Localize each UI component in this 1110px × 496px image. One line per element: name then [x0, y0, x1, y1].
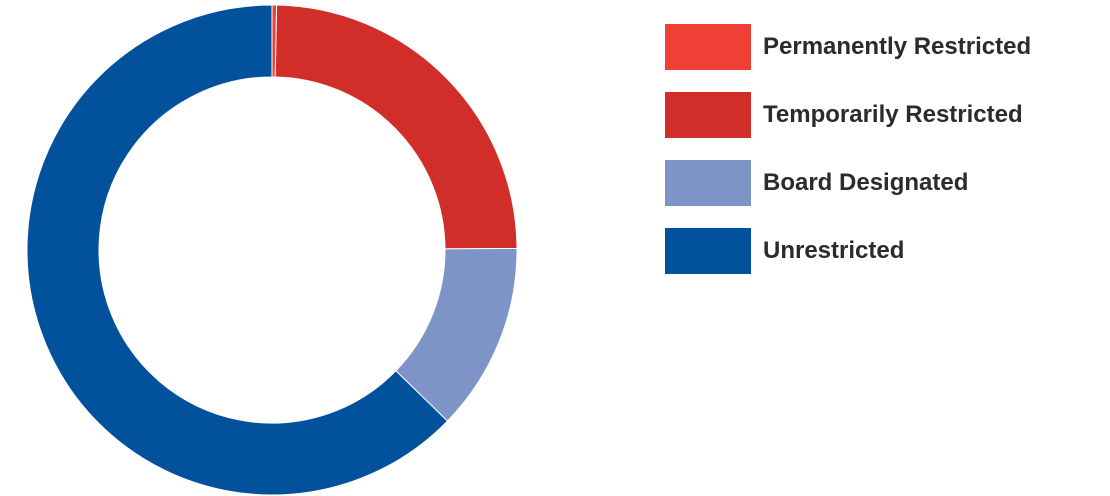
- slice-temporarily-restricted: [274, 4, 518, 250]
- legend-label-unrestricted: Unrestricted: [763, 237, 905, 264]
- legend-item-permanently-restricted: Permanently Restricted: [665, 24, 1031, 70]
- legend-label-permanently-restricted: Permanently Restricted: [763, 33, 1032, 60]
- legend-label-temporarily-restricted: Temporarily Restricted: [763, 101, 1023, 128]
- legend-label-board-designated: Board Designated: [763, 169, 969, 196]
- legend-swatch-board-designated: [665, 160, 751, 206]
- legend-item-board-designated: Board Designated: [665, 160, 1031, 206]
- slice-unrestricted: [26, 4, 449, 496]
- legend-swatch-permanently-restricted: [665, 24, 751, 70]
- donut-chart: [26, 4, 518, 496]
- legend-item-unrestricted: Unrestricted: [665, 228, 1031, 274]
- legend-swatch-temporarily-restricted: [665, 92, 751, 138]
- legend-item-temporarily-restricted: Temporarily Restricted: [665, 92, 1031, 138]
- legend-swatch-unrestricted: [665, 228, 751, 274]
- legend: Permanently Restricted Temporarily Restr…: [665, 24, 1031, 296]
